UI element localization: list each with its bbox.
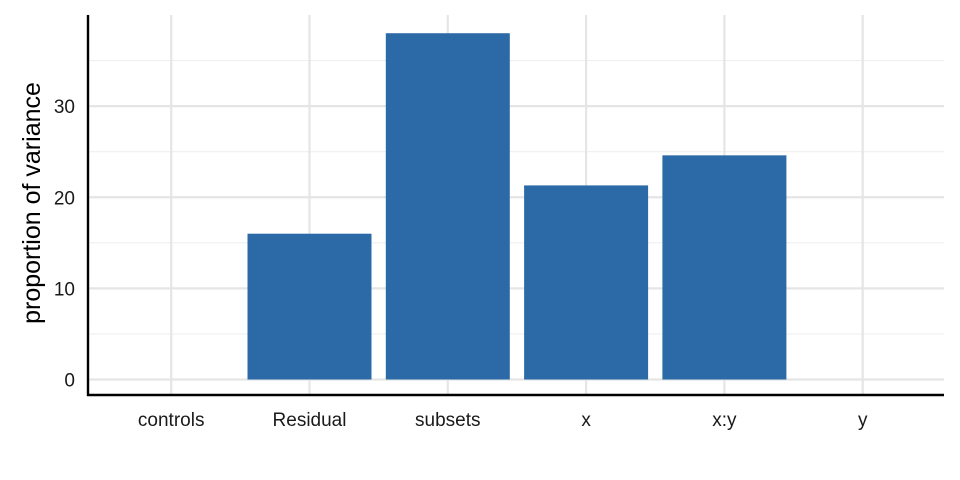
major-gridlines — [88, 15, 944, 395]
y-tick-labels: 0 10 20 30 — [54, 97, 75, 391]
bar-x-y — [662, 155, 787, 380]
x-tick-label: y — [858, 410, 868, 431]
y-tick-label: 20 — [54, 188, 75, 209]
y-tick-label: 10 — [54, 279, 75, 300]
x-tick-label: subsets — [415, 410, 480, 431]
y-tick-label: 0 — [64, 371, 75, 392]
x-tick-label: Residual — [273, 410, 347, 431]
x-tick-labels: controls Residual subsets x x:y y — [138, 410, 868, 431]
x-tick-label: controls — [138, 410, 205, 431]
bar-subsets — [385, 33, 510, 380]
x-tick-label: x:y — [712, 410, 737, 431]
bar-x — [524, 185, 649, 380]
y-tick-label: 30 — [54, 97, 75, 118]
minor-gridlines — [88, 60, 944, 335]
bar-residual — [247, 233, 372, 380]
x-tick-label: x — [581, 410, 591, 431]
axes — [86, 15, 944, 397]
y-axis-title: proportion of variance — [18, 82, 46, 324]
bars — [247, 33, 787, 380]
